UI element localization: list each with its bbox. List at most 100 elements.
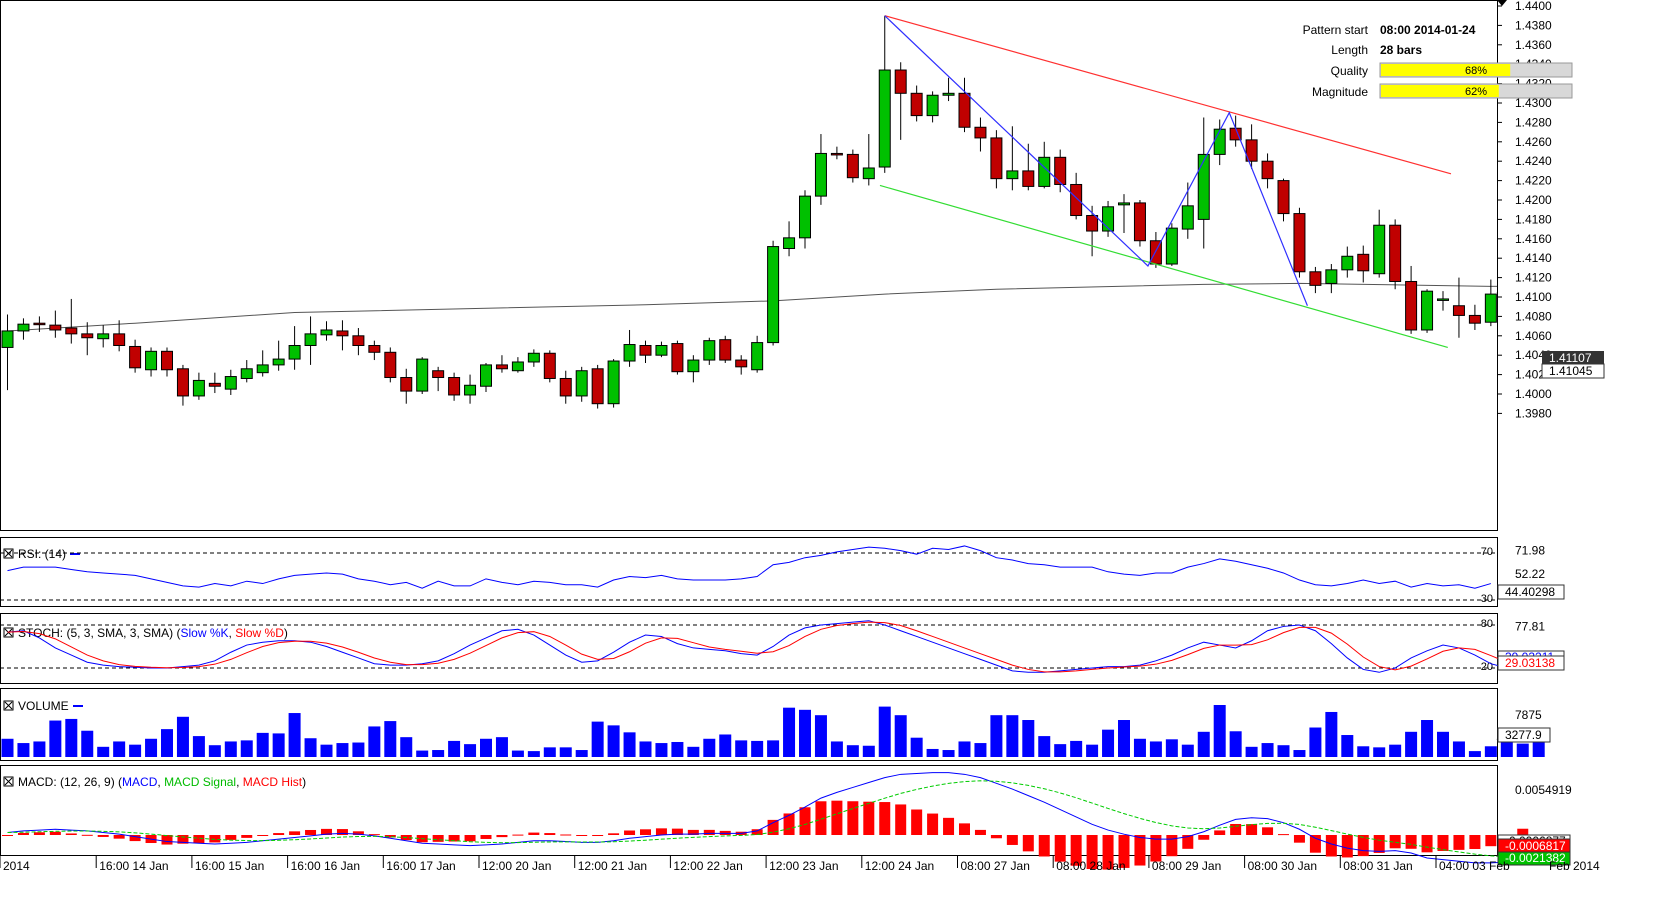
volume-bar <box>240 740 253 757</box>
rsi-panel: RSI: (14) 70 30 71.98 52.22 44.40298 <box>0 544 1565 605</box>
magnitude-value: 62% <box>1465 86 1487 98</box>
candle-down <box>208 382 221 387</box>
macd-hist-bar <box>751 829 763 835</box>
macd-tick-label: 0.0054919 <box>1515 783 1572 797</box>
pattern-start-value: 08:00 2014-01-24 <box>1380 23 1476 37</box>
corner-arrow-icon[interactable] <box>1497 0 1507 6</box>
candle-down <box>448 377 461 396</box>
rsi-last-value: 44.40298 <box>1505 585 1555 599</box>
candle-down <box>176 368 189 397</box>
candle-down <box>1070 183 1083 217</box>
macd-hist-bar <box>608 833 620 835</box>
volume-bar <box>990 715 1003 757</box>
candle-down <box>894 69 907 94</box>
candle-down <box>1357 253 1370 272</box>
volume-bar <box>910 737 923 757</box>
macd-hist-bar <box>464 835 476 842</box>
volume-bar <box>1437 731 1449 757</box>
candle-up <box>1181 205 1194 230</box>
volume-bar <box>304 738 317 757</box>
macd-hist-bar <box>927 813 939 835</box>
candle-down <box>639 345 652 356</box>
volume-bar <box>799 709 811 757</box>
candle-up <box>1197 153 1210 220</box>
candle-down <box>1293 213 1306 273</box>
candle-up <box>1213 128 1226 155</box>
macd-hist-bar <box>129 835 141 842</box>
volume-panel: VOLUME 7875 3277.9 <box>1 699 1551 757</box>
volume-bar <box>751 740 764 757</box>
volume-bar <box>336 743 349 757</box>
volume-bar <box>719 734 732 757</box>
candle-up <box>288 345 301 360</box>
macd-hist-bar <box>1293 835 1305 843</box>
time-tick-label: 12:00 20 Jan <box>482 859 551 873</box>
volume-bar <box>1468 751 1481 757</box>
volume-bar <box>208 745 221 757</box>
volume-bar <box>1373 747 1386 757</box>
rsi-last-tag <box>1497 584 1565 600</box>
price-tick-label: 1.4280 <box>1515 115 1552 129</box>
candle-up <box>799 195 811 239</box>
candle-down <box>81 333 94 339</box>
volume-bar <box>767 740 780 757</box>
macd-hist-bar <box>831 800 843 835</box>
macd-hist-bar <box>241 835 253 838</box>
price-tick-label: 1.3980 <box>1515 406 1552 420</box>
macd-hist-bar <box>225 835 237 840</box>
pattern-length-label: Length <box>1331 43 1368 57</box>
macd-hist-bar <box>336 829 348 835</box>
volume-bar <box>320 744 333 757</box>
macd-hist-bar <box>273 833 285 835</box>
volume-last-value: 3277.9 <box>1505 728 1542 742</box>
volume-close-icon[interactable] <box>4 701 13 710</box>
candle-down <box>129 345 142 369</box>
volume-bar <box>1357 746 1370 757</box>
volume-bar <box>1421 720 1434 757</box>
price-tick-label: 1.4260 <box>1515 135 1552 149</box>
volume-bar <box>926 748 939 757</box>
macd-panel: MACD: (12, 26, 9) (MACD, MACD Signal, MA… <box>2 772 1572 870</box>
candle-up <box>703 340 716 361</box>
time-tick-label: 16:00 16 Jan <box>291 859 360 873</box>
candle-up <box>1421 290 1434 331</box>
macd-close-icon[interactable] <box>4 777 13 786</box>
candle-down <box>543 352 556 379</box>
candle-down <box>432 370 445 379</box>
macd-hist-bar <box>799 807 811 835</box>
price-tick-label: 1.4120 <box>1515 271 1552 285</box>
macd-hist-bar <box>480 835 492 839</box>
macd-hist-bar <box>368 834 380 836</box>
candle-up <box>224 376 237 390</box>
macd-hist-bar <box>1070 835 1082 866</box>
candle-up <box>1373 224 1386 275</box>
macd-hist-bar <box>1278 834 1289 836</box>
macd-hist-bar <box>1469 835 1481 849</box>
macd-hist-bar <box>576 835 588 836</box>
volume-bar <box>1452 741 1465 757</box>
volume-bar <box>687 746 700 757</box>
candle-up <box>767 246 780 344</box>
volume-bar <box>272 733 285 757</box>
volume-bar <box>97 746 110 757</box>
stoch-title-row: STOCH: (5, 3, SMA, 3, SMA) (Slow %K, Slo… <box>18 626 288 640</box>
macd-hist-bar <box>560 834 572 836</box>
macd-hist-bar <box>974 829 986 835</box>
macd-hist-bar <box>528 832 540 835</box>
macd-hist-bar <box>655 828 667 835</box>
volume-bar <box>607 725 620 757</box>
volume-bar <box>1054 744 1067 757</box>
rsi-level-label: 30 <box>1481 593 1493 605</box>
volume-bar <box>958 741 971 757</box>
time-tick-label: 12:00 22 Jan <box>673 859 742 873</box>
volume-bar <box>1165 739 1178 757</box>
candle-down <box>846 153 859 179</box>
candle-up <box>623 344 636 362</box>
volume-bar <box>1149 741 1162 757</box>
candle-down <box>1452 305 1465 316</box>
candle-down <box>368 345 381 353</box>
macd-hist-bar <box>1022 835 1034 852</box>
candle-up <box>1038 156 1051 187</box>
candle-up <box>607 360 620 405</box>
macd-hist-bar <box>783 813 795 835</box>
